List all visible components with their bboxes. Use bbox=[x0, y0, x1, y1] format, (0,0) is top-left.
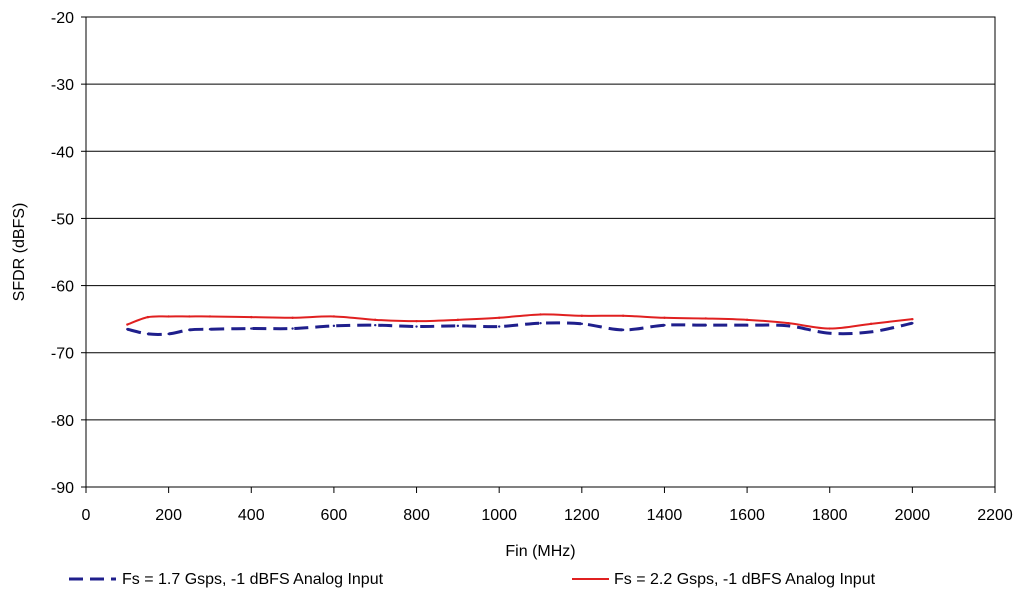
legend: Fs = 1.7 Gsps, -1 dBFS Analog Input Fs = … bbox=[69, 571, 876, 588]
series-2-point bbox=[869, 322, 873, 326]
series-line-1 bbox=[126, 321, 913, 336]
x-tick-label: 400 bbox=[238, 507, 265, 524]
y-axis-title: SFDR (dBFS) bbox=[11, 203, 28, 302]
series-2-point bbox=[787, 321, 790, 325]
x-tick-label: 200 bbox=[155, 507, 182, 524]
legend-label-1: Fs = 1.7 Gsps, -1 dBFS Analog Input bbox=[122, 571, 384, 588]
x-tick-label: 1000 bbox=[481, 507, 517, 524]
x-tick-label: 1800 bbox=[812, 507, 848, 524]
series-2-point bbox=[167, 315, 170, 318]
x-axis-title: Fin (MHz) bbox=[505, 543, 575, 560]
x-tick-label: 1200 bbox=[564, 507, 600, 524]
series-2-point bbox=[828, 327, 831, 330]
series-2-point bbox=[250, 315, 253, 319]
series-1-point bbox=[146, 332, 150, 336]
series-2-point bbox=[332, 315, 336, 318]
series-2-point bbox=[188, 315, 191, 318]
series-1-point bbox=[580, 322, 584, 326]
series-1-point bbox=[456, 324, 460, 328]
series-2-point bbox=[911, 317, 914, 321]
series-1-point bbox=[745, 323, 749, 327]
y-tick-label: -50 bbox=[51, 211, 74, 228]
series-2-point bbox=[704, 317, 707, 320]
series-1-point bbox=[704, 323, 707, 327]
x-tick-label: 800 bbox=[403, 507, 430, 524]
y-tick-label: -60 bbox=[51, 279, 74, 296]
series-1-point bbox=[167, 332, 170, 336]
series-2-point bbox=[745, 318, 749, 322]
series-2-point bbox=[539, 313, 542, 316]
y-tick-label: -70 bbox=[51, 346, 74, 363]
x-tick-label: 1400 bbox=[647, 507, 683, 524]
x-tick-label: 0 bbox=[82, 507, 91, 524]
y-tick-label: -90 bbox=[51, 480, 74, 497]
series-1-point bbox=[250, 327, 253, 330]
series-1-point bbox=[621, 328, 625, 332]
series-1-point bbox=[415, 325, 418, 328]
series-2-point bbox=[663, 316, 666, 319]
series-line-2 bbox=[126, 313, 913, 330]
y-tick-label: -40 bbox=[51, 144, 74, 161]
series-1-point bbox=[291, 327, 294, 330]
x-tick-label: 2200 bbox=[977, 507, 1013, 524]
series-2-point bbox=[291, 316, 294, 319]
series-1-point bbox=[663, 323, 666, 327]
y-tick-label: -80 bbox=[51, 413, 74, 430]
x-tick-label: 1600 bbox=[729, 507, 765, 524]
x-tick-label: 2000 bbox=[895, 507, 931, 524]
y-tick-label: -30 bbox=[51, 77, 74, 94]
series-1-point bbox=[869, 330, 873, 334]
series-2-point bbox=[456, 318, 460, 322]
series-1-point bbox=[828, 332, 831, 335]
series-1-point bbox=[208, 328, 212, 331]
grid-lines bbox=[86, 16, 995, 488]
series-1-point bbox=[188, 328, 191, 332]
series-1-point bbox=[787, 324, 790, 328]
series-1-point bbox=[332, 324, 336, 328]
x-tick-label: 600 bbox=[321, 507, 348, 524]
series-1-point bbox=[539, 321, 542, 325]
series-2-point bbox=[415, 319, 418, 323]
series-1-point bbox=[497, 325, 501, 328]
series-2-point bbox=[208, 315, 212, 318]
series-1-point bbox=[126, 328, 129, 331]
series-2-point bbox=[497, 316, 501, 319]
series-2-point bbox=[621, 314, 625, 317]
legend-label-2: Fs = 2.2 Gsps, -1 dBFS Analog Input bbox=[614, 571, 876, 588]
series-1-point bbox=[911, 321, 914, 325]
series-2-point bbox=[146, 315, 150, 319]
series-1-point bbox=[374, 323, 377, 327]
y-axis-ticks: -90 -80 -70 -60 -50 -40 -30 -20 bbox=[51, 10, 86, 497]
y-tick-label: -20 bbox=[51, 10, 74, 27]
series-2-point bbox=[580, 314, 584, 317]
series-2-point bbox=[126, 323, 129, 326]
series-lines bbox=[126, 313, 914, 336]
series-2-point bbox=[374, 318, 377, 322]
plot-area-frame bbox=[85, 16, 996, 488]
x-axis-ticks: 0 200 400 600 800 1000 1200 1400 1600 1800 2000 220… bbox=[82, 487, 1013, 524]
